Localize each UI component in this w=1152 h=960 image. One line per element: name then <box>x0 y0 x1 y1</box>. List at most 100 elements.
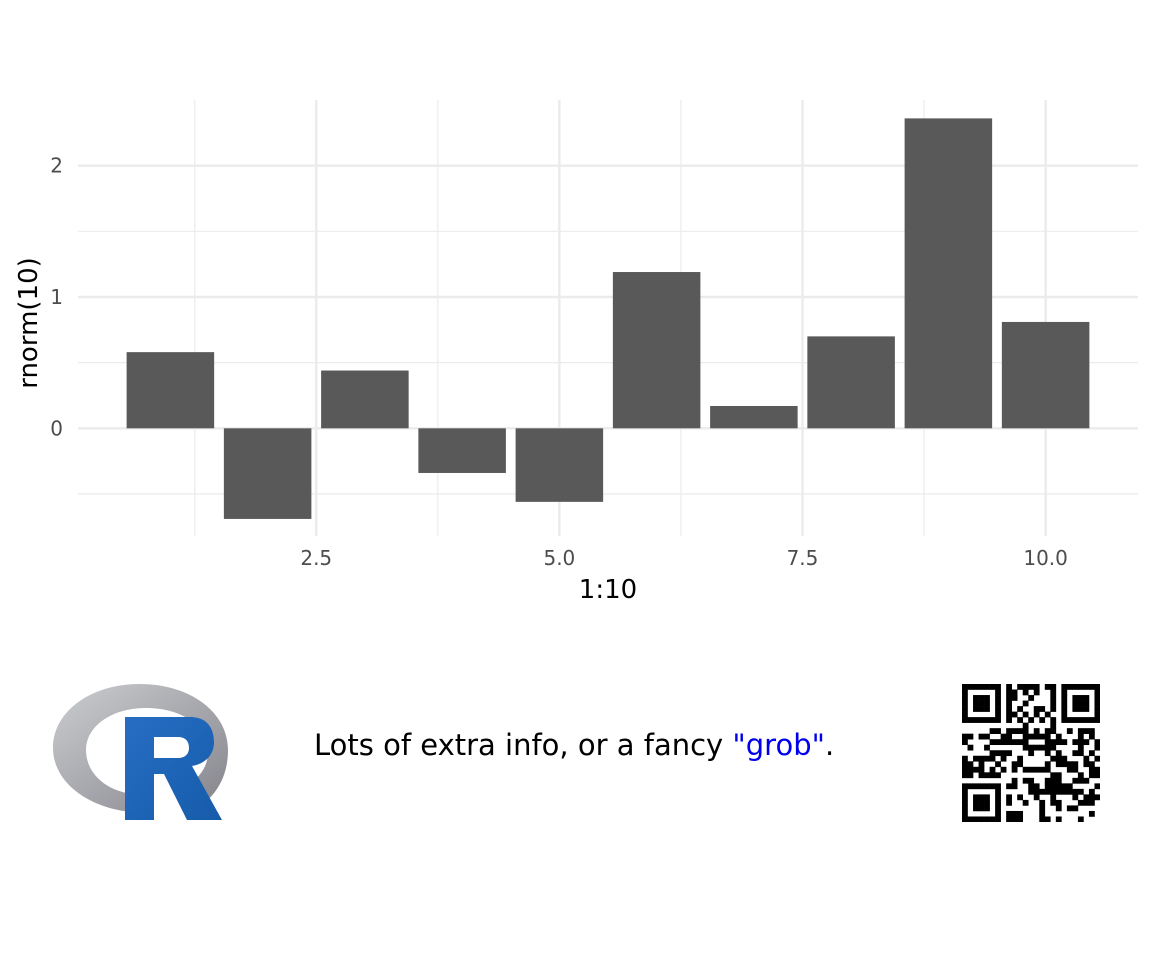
qr-module <box>1066 717 1073 723</box>
qr-module <box>1083 761 1090 768</box>
qr-module <box>1039 810 1046 817</box>
qr-module <box>1077 816 1084 822</box>
qr-module <box>1077 695 1084 701</box>
qr-module <box>1033 706 1040 712</box>
qr-module <box>1000 733 1007 740</box>
y-tick-label: 1 <box>50 285 63 309</box>
qr-module <box>1011 816 1018 822</box>
qr-module <box>1039 788 1046 795</box>
qr-module <box>1050 689 1057 696</box>
qr-module <box>973 816 979 822</box>
qr-module <box>1039 733 1046 740</box>
qr-module <box>984 733 990 740</box>
qr-module <box>1061 761 1068 768</box>
qr-module <box>967 783 974 790</box>
y-tick-label: 2 <box>50 154 63 178</box>
qr-module <box>962 805 968 812</box>
qr-module <box>1011 761 1018 768</box>
qr-module <box>1022 684 1029 690</box>
qr-module <box>1094 744 1100 751</box>
qr-module <box>1050 777 1057 784</box>
qr-module <box>1094 700 1100 707</box>
qr-module <box>1094 684 1100 690</box>
qr-module <box>1077 744 1084 751</box>
qr-module <box>995 761 1001 768</box>
qr-module <box>967 772 974 779</box>
qr-module <box>1028 744 1035 751</box>
qr-module <box>1050 755 1057 762</box>
qr-module <box>1044 783 1051 790</box>
qr-module <box>1033 783 1040 790</box>
qr-module <box>1022 733 1029 740</box>
qr-module <box>962 755 968 762</box>
qr-module <box>962 761 968 768</box>
y-tick-label: 0 <box>50 416 63 440</box>
qr-module <box>962 689 968 696</box>
qr-module <box>1022 739 1029 746</box>
qr-module <box>984 700 990 707</box>
qr-module <box>1072 750 1079 757</box>
bar-chart: 2.5 5.0 7.5 10.0 0 1 2 1:10 rnorm(10) <box>14 100 1138 605</box>
qr-module <box>995 816 1001 822</box>
qr-module <box>1055 761 1062 768</box>
qr-module <box>1072 717 1079 723</box>
qr-module <box>1022 728 1029 734</box>
qr-module <box>1061 788 1068 795</box>
qr-module <box>1039 816 1046 822</box>
qr-module <box>1088 728 1095 734</box>
qr-module <box>984 805 990 812</box>
qr-module <box>1061 695 1068 701</box>
qr-module <box>995 717 1001 723</box>
qr-module <box>967 733 974 740</box>
qr-module <box>1094 711 1100 718</box>
qr-module <box>973 766 979 773</box>
qr-module <box>1050 739 1057 746</box>
qr-module <box>995 788 1001 795</box>
qr-module <box>1055 772 1062 779</box>
qr-module <box>1022 777 1029 784</box>
qr-module <box>1044 733 1051 740</box>
qr-module <box>1017 755 1024 762</box>
qr-module <box>978 783 985 790</box>
qr-module <box>1044 728 1051 734</box>
qr-module <box>1000 755 1007 762</box>
x-tick-label: 5.0 <box>543 546 575 570</box>
qr-module <box>1061 711 1068 718</box>
qr-module <box>995 689 1001 696</box>
qr-module <box>1072 766 1079 773</box>
bar <box>223 428 312 519</box>
qr-module <box>1039 805 1046 812</box>
qr-module <box>1006 810 1012 817</box>
bar <box>710 405 798 429</box>
qr-module <box>984 695 990 701</box>
qr-module <box>995 794 1001 801</box>
qr-module <box>967 766 974 773</box>
qr-module <box>1066 788 1073 795</box>
qr-module <box>973 794 979 801</box>
qr-module <box>1022 722 1029 729</box>
qr-module <box>1028 783 1035 790</box>
qr-module <box>1022 700 1029 707</box>
qr-module <box>1000 766 1007 773</box>
qr-module <box>1006 684 1012 690</box>
qr-module <box>1011 689 1018 696</box>
qr-module <box>989 783 996 790</box>
qr-module <box>1017 684 1024 690</box>
qr-module <box>995 684 1001 690</box>
qr-module <box>967 684 974 690</box>
qr-module <box>984 772 990 779</box>
qr-module <box>1006 750 1012 757</box>
qr-module <box>989 772 996 779</box>
qr-module <box>1094 695 1100 701</box>
qr-module <box>1088 733 1095 740</box>
qr-module <box>1028 695 1035 701</box>
qr-module <box>1006 739 1012 746</box>
qr-module <box>1055 816 1062 822</box>
qr-module <box>978 794 985 801</box>
qr-module <box>1006 711 1012 718</box>
qr-module <box>1006 700 1012 707</box>
qr-module <box>1066 728 1073 734</box>
qr-module <box>1006 689 1012 696</box>
qr-module <box>973 755 979 762</box>
qr-module <box>1061 717 1068 723</box>
